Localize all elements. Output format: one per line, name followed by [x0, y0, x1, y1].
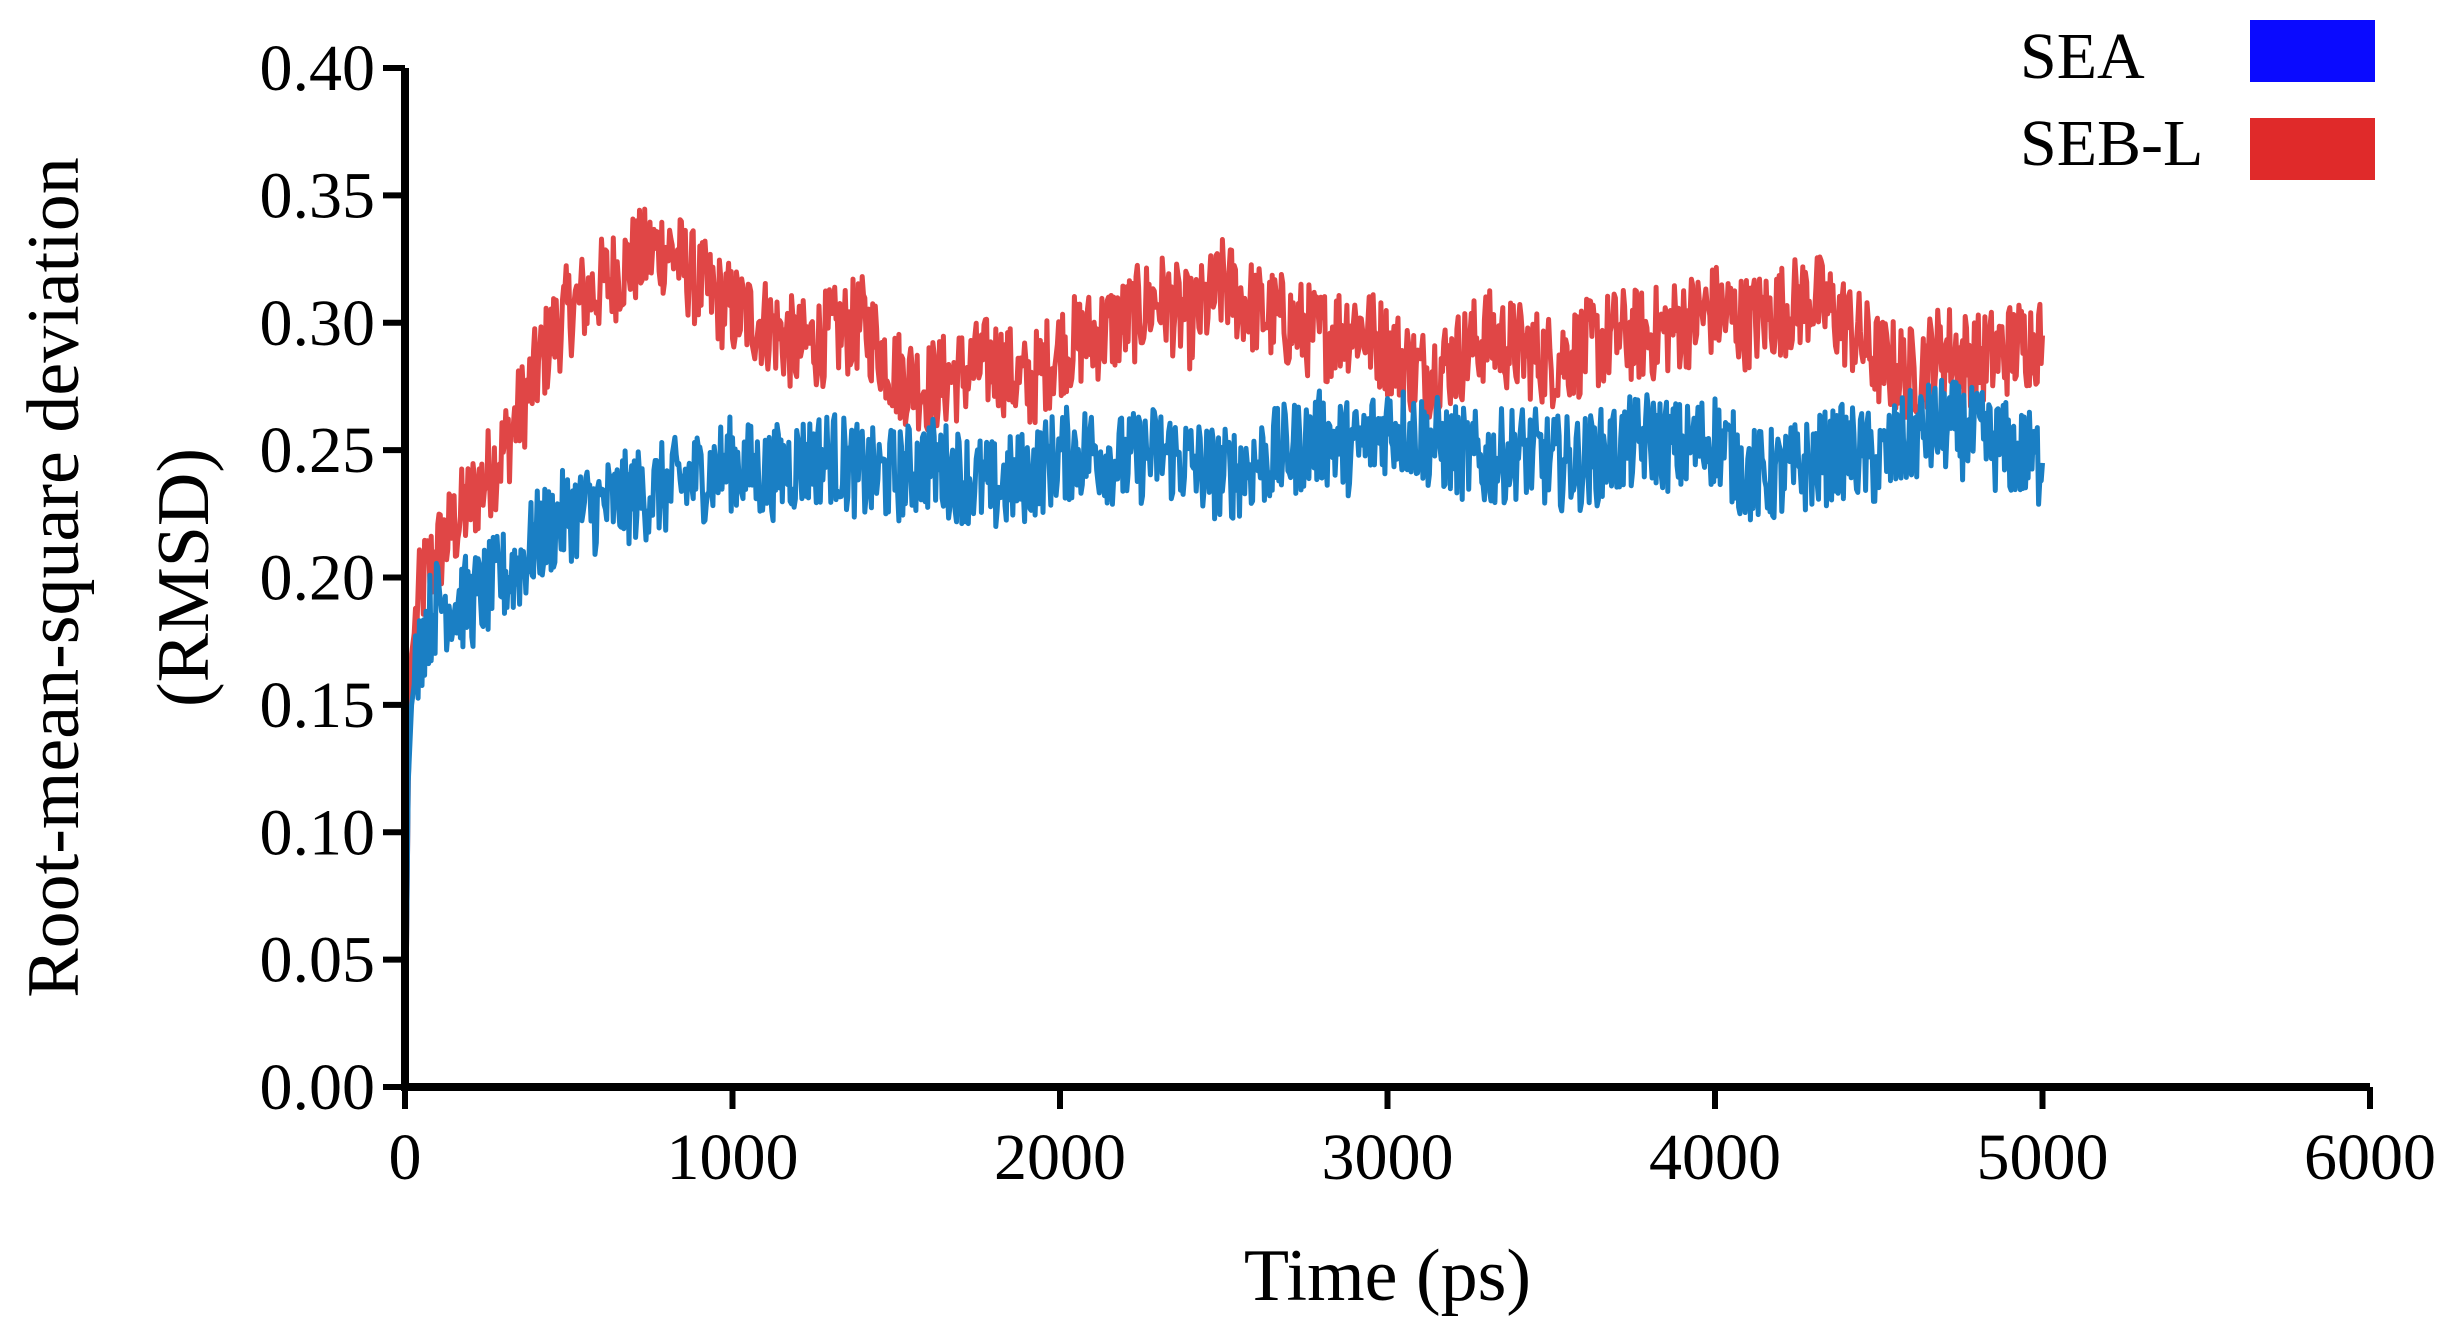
y-tick-label: 0.05 [260, 924, 376, 997]
x-tick-label: 6000 [2304, 1121, 2436, 1194]
y-tick-label: 0.00 [260, 1051, 376, 1124]
x-tick-label: 2000 [994, 1121, 1126, 1194]
series-line-seb-l [402, 206, 2045, 1088]
y-tick-label: 0.20 [260, 542, 376, 615]
x-tick-label: 3000 [1322, 1121, 1454, 1194]
y-axis-title-line1: Root-mean-square deviation [13, 157, 95, 997]
series-layer [402, 206, 2045, 1088]
legend: SEA SEB-L [2020, 20, 2375, 180]
axes-layer [401, 68, 2370, 1091]
legend-label-sea: SEA [2020, 20, 2145, 93]
y-tick-label: 0.25 [260, 414, 376, 487]
legend-label-seb-l: SEB-L [2020, 107, 2203, 180]
legend-swatch-sea [2250, 20, 2375, 82]
series-line-sea [402, 377, 2045, 1088]
y-tick-label: 0.35 [260, 159, 376, 232]
x-tick-label: 4000 [1649, 1121, 1781, 1194]
y-tick-label: 0.40 [260, 32, 376, 105]
y-tick-label: 0.30 [260, 287, 376, 360]
x-tick-label: 1000 [667, 1121, 799, 1194]
y-tick-label: 0.10 [260, 796, 376, 869]
x-tick-label: 0 [389, 1121, 422, 1194]
ticks-layer: 0.00 0.05 0.10 0.15 0.20 0.25 0.30 0.35 0.40 0 100… [260, 32, 2437, 1194]
x-tick-label: 5000 [1977, 1121, 2109, 1194]
y-axis-title: Root-mean-square deviation (RMSD) [13, 157, 225, 997]
y-tick-label: 0.15 [260, 669, 376, 742]
y-axis-title-line2: (RMSD) [143, 448, 225, 707]
legend-swatch-seb-l [2250, 118, 2375, 180]
x-axis-title: Time (ps) [1244, 1235, 1531, 1317]
